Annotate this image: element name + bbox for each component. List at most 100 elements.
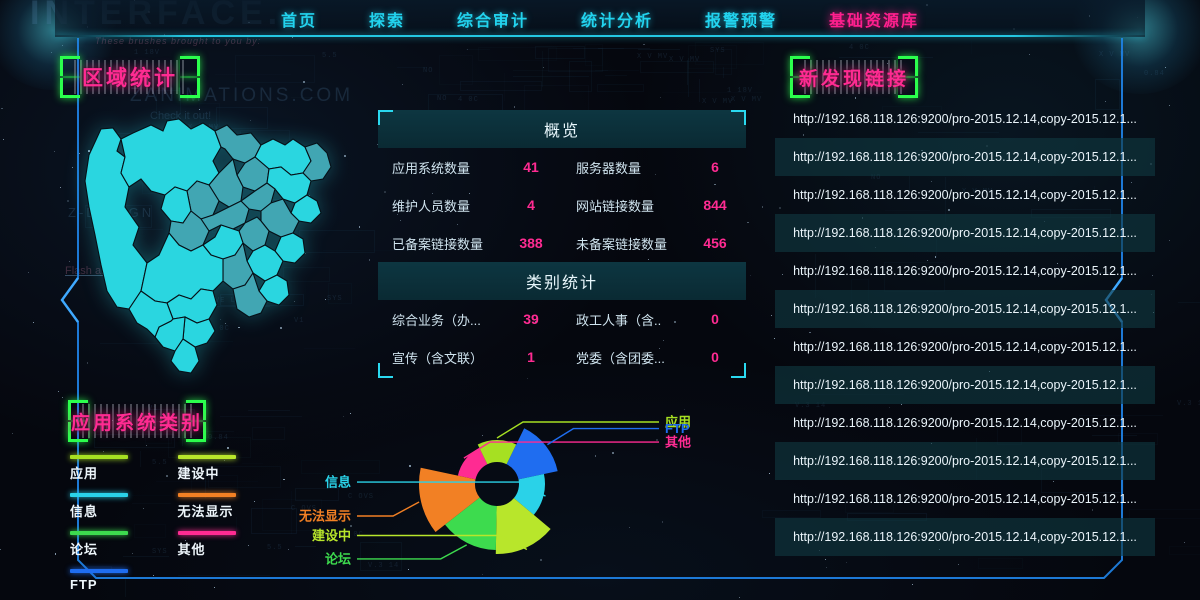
legend-item-5[interactable]: 其他 [177,531,286,558]
application-category-title: 应用系统类别 [70,412,203,434]
top-navigation-bar: 首页 探索 综合审计 统计分析 报警预警 基础资源库 [0,0,1200,37]
link-url: http://192.168.118.126:9200/pro-2015.12.… [793,188,1137,202]
overview-cell: 服务器数量 6 [562,158,746,177]
rose-slice-6[interactable] [419,467,480,533]
bracket-top-left [790,56,810,76]
link-url: http://192.168.118.126:9200/pro-2015.12.… [793,416,1137,430]
link-row[interactable]: http://192.168.118.126:9200/pro-2015.12.… [775,442,1155,480]
nav-item-4[interactable]: 报警预警 [705,12,778,30]
nav-item-1[interactable]: 探索 [368,12,405,30]
legend-color-bar [70,493,128,497]
nav-item-2[interactable]: 综合审计 [456,12,529,30]
bracket-bottom-left [68,422,88,442]
link-url: http://192.168.118.126:9200/pro-2015.12.… [793,454,1137,468]
sichuan-province-map[interactable] [55,95,355,385]
map-region-0[interactable] [84,127,148,310]
bracket-bottom-left [60,78,80,98]
overview-cell: 网站链接数量 844 [562,196,746,215]
link-row[interactable]: http://192.168.118.126:9200/pro-2015.12.… [775,290,1155,328]
overview-label: 网站链接数量 [576,198,655,214]
bracket-bottom-right [186,422,206,442]
decor-ghost-subtitle: These brushes brought to you by: [95,36,262,46]
legend-color-bar [70,531,128,535]
map-region-22[interactable] [232,271,268,318]
map-region-27[interactable] [128,290,174,338]
overview-cell: 应用系统数量 41 [378,158,562,177]
map-region-12[interactable] [200,200,250,232]
link-row[interactable]: http://192.168.118.126:9200/pro-2015.12.… [775,480,1155,518]
map-region-26[interactable] [170,338,200,374]
legend-item-3[interactable]: 无法显示 [177,493,286,520]
hud-decor-line [542,51,543,87]
application-category-rose-chart[interactable]: 其他 应用 FTP 信息 建设中 论坛 无法显示 [298,382,705,600]
overview-value: 4 [527,197,535,213]
legend-item-6[interactable]: FTP [70,569,178,592]
hud-decor-line [1178,302,1200,303]
category-legend: 应用 建设中信息 无法显示论坛 其他 FTP [70,455,285,600]
nav-item-5[interactable]: 基础资源库 [829,12,920,30]
hud-decor-text: NO [437,95,448,103]
bracket-top-right [186,400,206,420]
rose-slice-4[interactable] [495,498,551,554]
link-row[interactable]: http://192.168.118.126:9200/pro-2015.12.… [775,214,1155,252]
hud-decor-line [466,49,490,50]
link-row[interactable]: http://192.168.118.126:9200/pro-2015.12.… [775,328,1155,366]
rose-leader-2 [547,427,659,446]
plate-stripe-texture [804,60,904,94]
overview-value: 456 [703,235,727,251]
hud-decor-text: 4 0C [458,96,479,104]
map-region-4[interactable] [302,142,332,182]
overview-label: 维护人员数量 [392,198,471,214]
hud-decor-text: X V MV [637,53,669,61]
hud-decor-text: SYS [710,47,726,55]
nav-item-0[interactable]: 首页 [280,12,317,30]
overview-rows: 应用系统数量 41 服务器数量 6 维护人员数量 4 网站链接数量 844 已备案链接数量 388… [378,148,746,262]
new-links-title: 新发现链接 [798,68,909,90]
hud-decor-text: 5.5 [322,52,338,60]
link-row[interactable]: http://192.168.118.126:9200/pro-2015.12.… [775,138,1155,176]
hud-decor-line [295,546,316,547]
legend-color-bar [70,569,128,573]
legend-item-2[interactable]: 信息 [70,493,178,520]
hud-decor-line [248,410,290,411]
rose-leader-1 [496,421,659,439]
overview-cell: 已备案链接数量 388 [378,234,562,253]
link-url: http://192.168.118.126:9200/pro-2015.12.… [793,150,1137,164]
hud-decor-line [605,75,627,76]
category-stat-label: 宣传（含文联） [392,350,484,366]
nav-item-3[interactable]: 统计分析 [581,12,654,30]
overview-value: 6 [711,159,719,175]
hud-decor-text: 0.84 [208,434,229,442]
link-row[interactable]: http://192.168.118.126:9200/pro-2015.12.… [775,366,1155,404]
link-row[interactable]: http://192.168.118.126:9200/pro-2015.12.… [775,252,1155,290]
hud-decor-text: NO [423,67,434,75]
link-row[interactable]: http://192.168.118.126:9200/pro-2015.12.… [775,100,1155,138]
hud-decor-line [598,48,650,49]
legend-item-0[interactable]: 应用 [70,455,178,482]
rose-slice-5[interactable] [444,497,497,550]
legend-label: 信息 [70,504,99,519]
application-category-title-plate: 应用系统类别 [68,400,206,442]
rose-slice-0[interactable] [457,448,488,480]
rose-slice-3[interactable] [513,474,545,515]
legend-item-1[interactable]: 建设中 [177,455,286,482]
map-region-8[interactable] [240,182,276,212]
link-row[interactable]: http://192.168.118.126:9200/pro-2015.12.… [775,176,1155,214]
category-stat-value: 39 [523,311,539,327]
hud-decor-text: X V MV [669,56,701,64]
stats-bracket-bottom-right [731,363,746,378]
rose-slice-1[interactable] [477,440,517,465]
link-url: http://192.168.118.126:9200/pro-2015.12.… [793,264,1137,278]
hud-decor-line [723,67,724,78]
hud-decor-line [971,41,972,54]
link-row[interactable]: http://192.168.118.126:9200/pro-2015.12.… [775,404,1155,442]
legend-label: 论坛 [70,542,99,557]
hud-decor-text: 1 18V [727,87,754,95]
hud-decor-box [252,427,285,440]
link-row[interactable]: http://192.168.118.126:9200/pro-2015.12.… [775,518,1155,556]
overview-label: 未备案链接数量 [576,236,668,252]
rose-slice-2[interactable] [506,428,558,480]
legend-color-bar [177,493,236,497]
link-url: http://192.168.118.126:9200/pro-2015.12.… [793,530,1137,544]
legend-item-4[interactable]: 论坛 [70,531,178,558]
